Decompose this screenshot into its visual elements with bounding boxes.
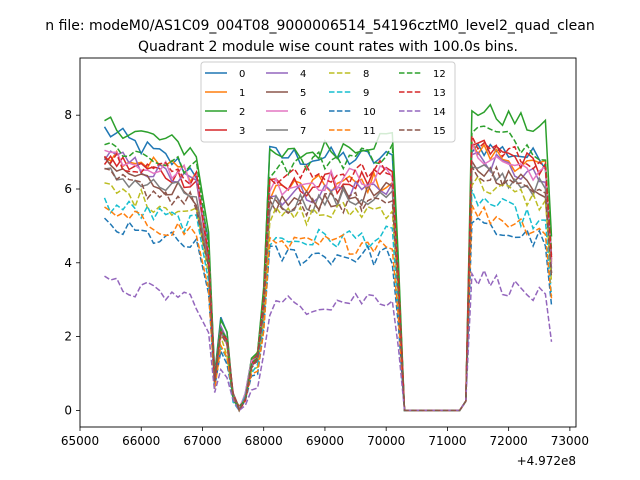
x-tick-label: 65000 (61, 434, 99, 448)
x-tick-label: 68000 (245, 434, 283, 448)
series-line-8 (104, 174, 553, 413)
series-line-12 (104, 125, 553, 412)
legend-label-10: 10 (363, 107, 376, 118)
legend-label-8: 8 (363, 69, 369, 80)
y-tick-label: 0 (64, 403, 72, 417)
series-line-6 (104, 142, 553, 412)
series-line-9 (103, 189, 553, 412)
legend-label-14: 14 (433, 107, 446, 118)
axes-frame (79, 57, 577, 428)
y-tick-label: 2 (64, 330, 72, 344)
legend-label-0: 0 (239, 69, 245, 80)
legend-label-13: 13 (433, 88, 446, 99)
legend-label-11: 11 (363, 126, 376, 137)
y-tick-label: 8 (64, 108, 72, 122)
legend-label-3: 3 (239, 126, 245, 137)
legend-label-12: 12 (433, 69, 446, 80)
x-tick-label: 72000 (490, 434, 528, 448)
legend-label-1: 1 (239, 88, 245, 99)
axes-title: Quadrant 2 module wise count rates with … (138, 39, 518, 55)
legend-label-7: 7 (300, 126, 306, 137)
series-line-14 (104, 268, 553, 412)
series-line-13 (103, 135, 553, 413)
legend-box (200, 61, 456, 143)
x-tick-label: 73000 (551, 434, 589, 448)
x-axis: 65000 66000 67000 68000 69000 70000 71000 72000… (61, 427, 589, 448)
x-tick-label: 70000 (367, 434, 405, 448)
series-line-15 (104, 164, 553, 413)
legend-label-6: 6 (300, 107, 306, 118)
x-tick-label: 67000 (183, 434, 221, 448)
legend-label-5: 5 (300, 88, 306, 99)
x-tick-label: 71000 (428, 434, 466, 448)
x-tick-label: 69000 (306, 434, 344, 448)
y-axis: 0 2 4 6 8 (64, 108, 80, 417)
series-layer (103, 103, 553, 413)
y-tick-label: 4 (64, 256, 72, 270)
series-line-10 (103, 217, 553, 412)
figure-suptitle: n file: modeM0/AS1C09_004T08_9000006514_… (45, 18, 594, 34)
legend-label-4: 4 (300, 69, 306, 80)
series-line-7 (104, 164, 553, 413)
x-offset-text: +4.972e8 (517, 454, 576, 468)
legend-label-15: 15 (433, 126, 446, 137)
legend-label-9: 9 (363, 88, 369, 99)
x-tick-label: 66000 (122, 434, 160, 448)
series-line-2 (104, 103, 553, 413)
y-tick-label: 6 (64, 182, 72, 196)
legend-label-2: 2 (239, 107, 245, 118)
